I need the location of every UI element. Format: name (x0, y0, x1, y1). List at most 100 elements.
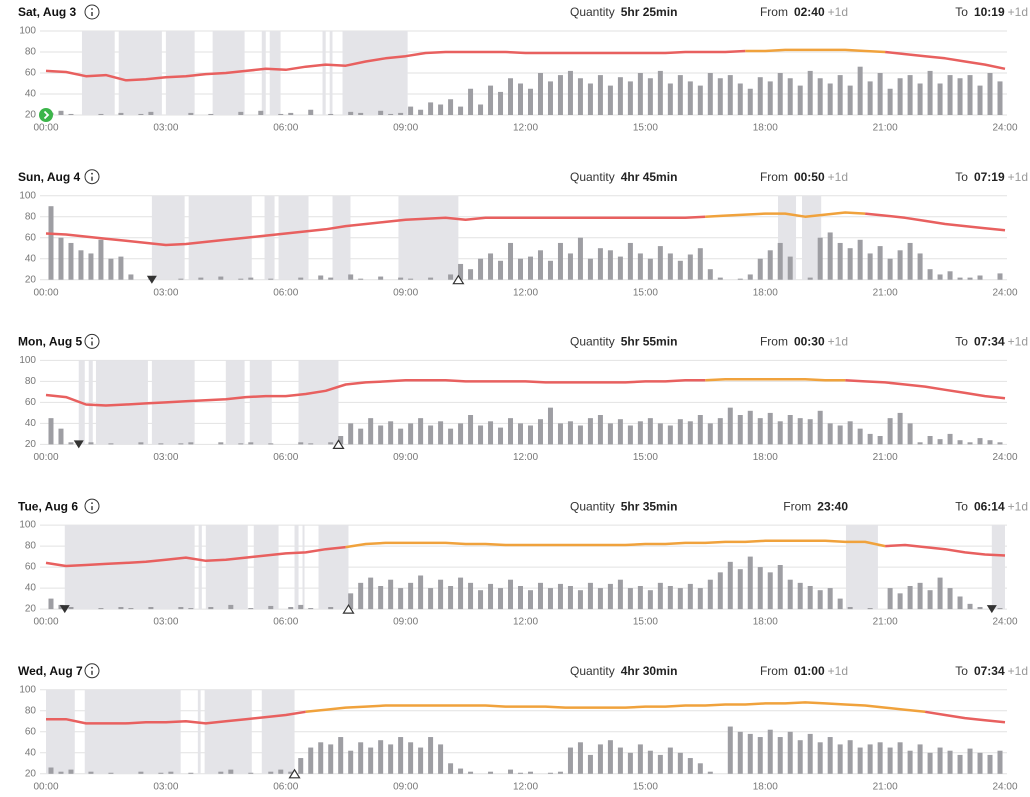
sleep-band (84, 689, 181, 774)
activity-bar (188, 112, 194, 115)
activity-bar (637, 253, 643, 280)
activity-bar (997, 750, 1003, 774)
activity-bar (408, 106, 414, 115)
activity-bar (118, 112, 124, 115)
time-label: To (955, 664, 968, 678)
activity-bar (787, 731, 793, 774)
activity-bar (488, 583, 494, 610)
activity-bar (318, 742, 324, 774)
activity-bar (328, 607, 334, 610)
activity-bar (448, 428, 454, 445)
activity-bar (468, 88, 474, 115)
time-label: To (955, 499, 968, 513)
activity-bar (637, 744, 643, 774)
activity-bar (897, 250, 903, 280)
y-tick-label: 60 (25, 726, 37, 737)
activity-bar (797, 418, 803, 445)
quantity-value: 5hr 55min (621, 335, 678, 349)
temperature-line (705, 378, 846, 382)
activity-bar (977, 752, 983, 774)
info-icon-dot (91, 502, 93, 504)
y-tick-label: 100 (19, 190, 36, 201)
activity-bar (527, 425, 533, 445)
y-tick-label: 80 (25, 47, 37, 58)
activity-bar (707, 579, 713, 610)
activity-bar (398, 588, 404, 610)
temperature-line (45, 543, 1006, 568)
activity-bar (527, 590, 533, 610)
activity-bar (238, 111, 244, 115)
activity-bar (408, 278, 414, 280)
activity-bar (508, 769, 514, 774)
activity-bar (727, 726, 733, 774)
day-offset: +1d (1008, 664, 1028, 678)
x-tick-label: 24:00 (992, 287, 1017, 298)
activity-bar (118, 256, 124, 280)
sleep-end-marker (342, 603, 355, 614)
activity-bar (68, 442, 74, 445)
time-label: From (760, 5, 788, 19)
activity-bar (158, 772, 164, 774)
activity-bar (438, 744, 444, 774)
activity-bar (817, 78, 823, 115)
time-label: To (955, 335, 968, 349)
activity-bar (587, 83, 593, 115)
activity-bar (557, 242, 563, 280)
activity-bar (697, 415, 703, 445)
activity-bar (807, 277, 813, 280)
activity-bar (188, 772, 194, 774)
activity-bar (178, 443, 184, 445)
activity-bar (458, 423, 464, 445)
activity-bar (987, 73, 993, 115)
activity-bar (957, 78, 963, 115)
activity-bar (388, 421, 394, 445)
sleep-band (118, 31, 162, 115)
y-tick-label: 100 (19, 684, 36, 695)
activity-bar (178, 278, 184, 280)
activity-bar (907, 242, 913, 280)
activity-bar (937, 577, 943, 610)
activity-bar (48, 598, 54, 610)
time-label: From (760, 335, 788, 349)
activity-bar (577, 590, 583, 610)
activity-bar (917, 253, 923, 280)
sleep-band (398, 195, 459, 280)
activity-bar (677, 419, 683, 445)
activity-bar (637, 73, 643, 115)
activity-bar (218, 771, 224, 774)
activity-bar (537, 250, 543, 280)
activity-bar (567, 253, 573, 280)
sleep-band (318, 525, 349, 610)
activity-bar (897, 78, 903, 115)
activity-bar (737, 415, 743, 445)
temperature-line (745, 48, 886, 54)
activity-bar (927, 590, 933, 610)
activity-bar (428, 588, 434, 610)
sleep-band (991, 525, 1005, 610)
activity-bar (857, 239, 863, 280)
activity-bar (877, 73, 883, 115)
info-icon (84, 498, 100, 514)
activity-bar (607, 250, 613, 280)
activity-bar (997, 273, 1003, 280)
activity-bar (98, 113, 104, 115)
activity-bar (438, 579, 444, 610)
y-tick-label: 80 (25, 705, 37, 716)
activity-bar (577, 742, 583, 774)
activity-bar (378, 110, 384, 115)
activity-bar (637, 586, 643, 610)
activity-bar (368, 747, 374, 774)
activity-bar (358, 112, 364, 115)
x-tick-label: 18:00 (753, 781, 778, 792)
time-label: From (760, 170, 788, 184)
activity-bar (288, 112, 294, 115)
activity-bar (547, 772, 553, 774)
activity-bar (867, 608, 873, 610)
activity-bar (557, 423, 563, 445)
y-tick-label: 20 (25, 110, 37, 121)
activity-bar (478, 590, 484, 610)
activity-bar (807, 419, 813, 445)
activity-bar (827, 83, 833, 115)
activity-bar (867, 81, 873, 115)
activity-bar (987, 754, 993, 774)
